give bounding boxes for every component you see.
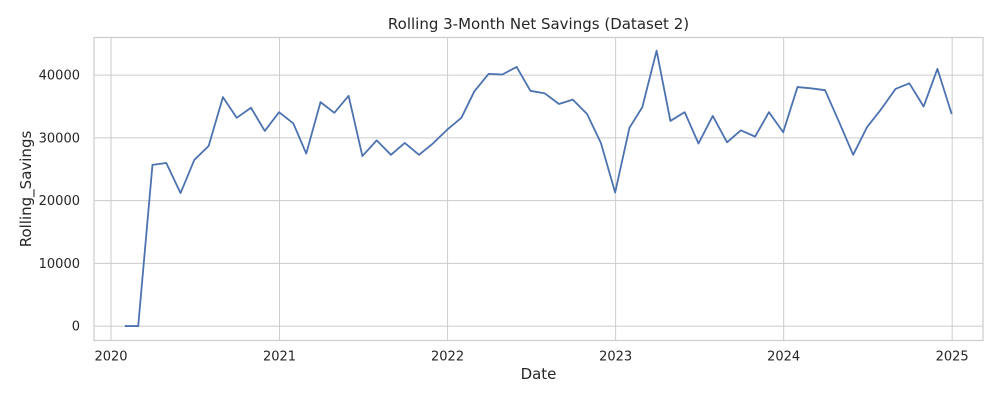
x-tick-label: 2024 <box>767 350 800 365</box>
x-axis-label: Date <box>521 365 557 383</box>
grid-lines <box>94 37 983 341</box>
x-tick-label: 2021 <box>263 350 296 365</box>
x-tick-label: 2020 <box>94 350 127 365</box>
y-tick-labels: 0 10000 20000 30000 40000 <box>39 69 80 335</box>
x-tick-label: 2023 <box>599 350 632 365</box>
chart-title: Rolling 3-Month Net Savings (Dataset 2) <box>388 15 689 33</box>
x-tick-label: 2025 <box>936 350 969 365</box>
x-tick-label: 2022 <box>431 350 464 365</box>
y-tick-label: 0 <box>72 320 80 335</box>
y-tick-label: 10000 <box>39 257 80 272</box>
y-tick-label: 30000 <box>39 131 80 146</box>
y-axis-label: Rolling_Savings <box>17 131 36 248</box>
x-tick-labels: 2020 2021 2022 2023 2024 2025 <box>94 350 968 365</box>
series-line <box>124 49 953 327</box>
plot-area-frame <box>93 36 984 342</box>
y-tick-label: 40000 <box>39 69 80 84</box>
series-layer <box>124 49 953 327</box>
y-tick-label: 20000 <box>39 194 80 209</box>
